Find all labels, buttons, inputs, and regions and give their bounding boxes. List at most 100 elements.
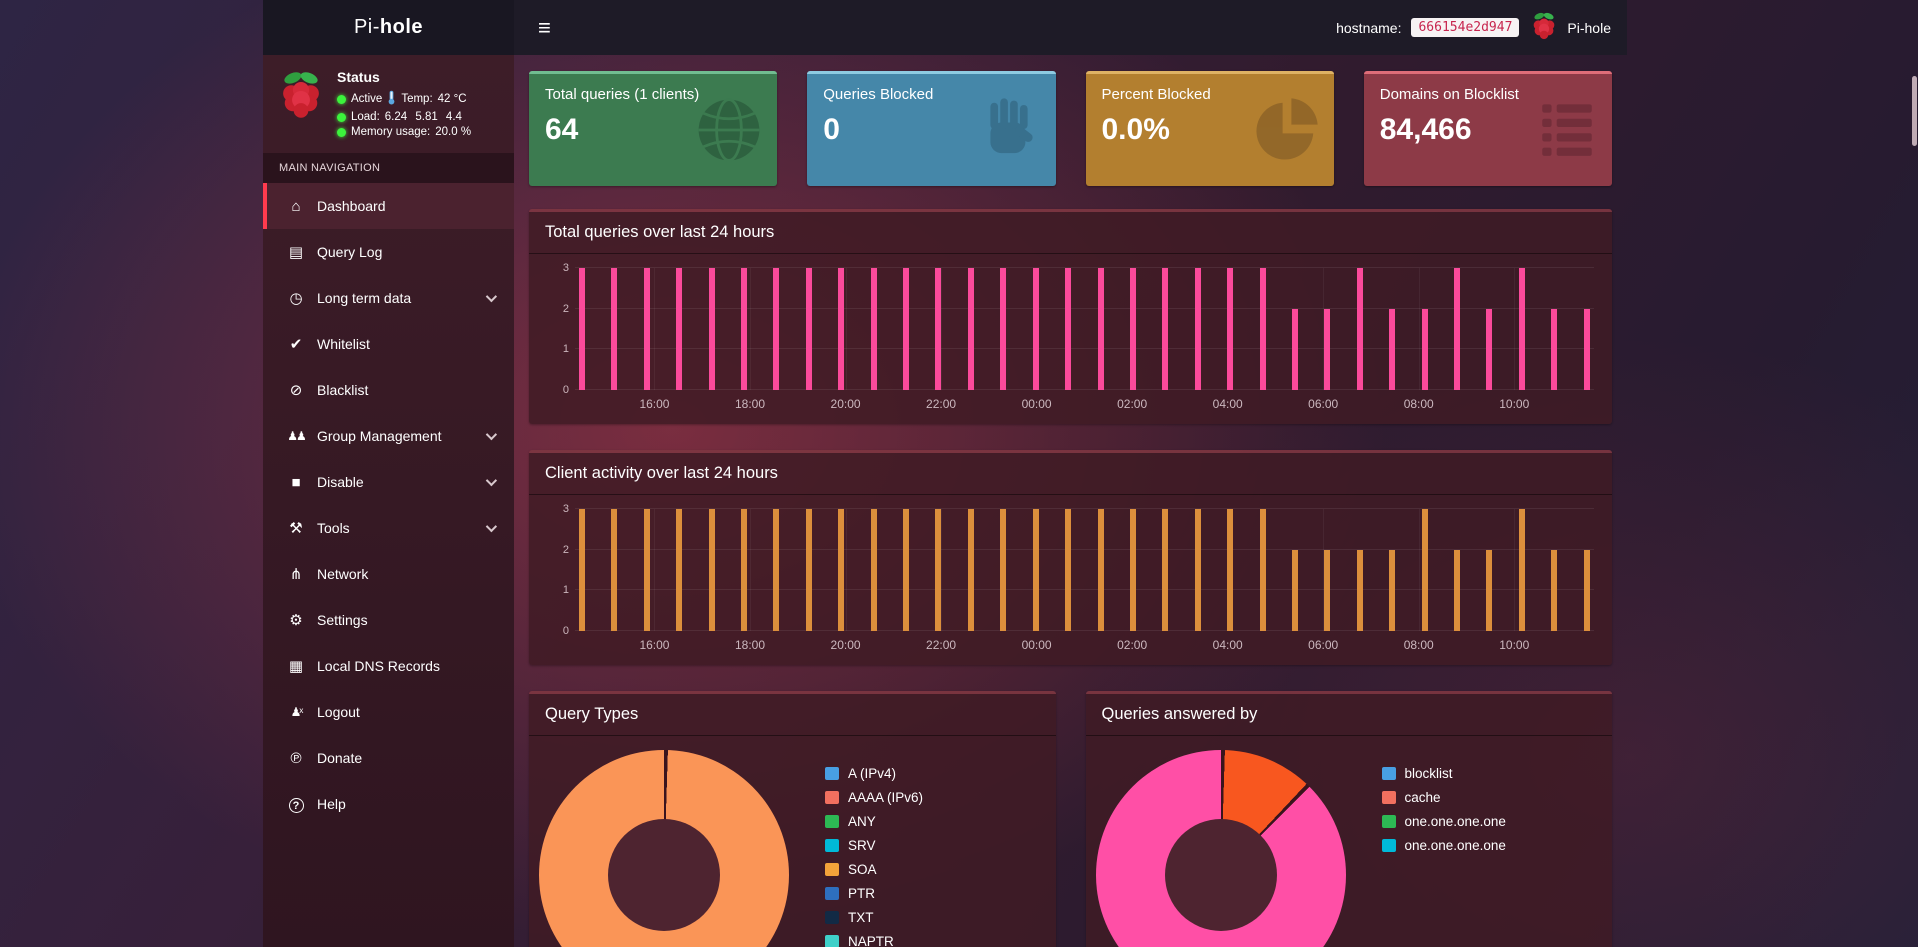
bar[interactable] <box>611 268 618 390</box>
sidebar-item-dashboard[interactable]: ⌂ Dashboard <box>263 183 514 229</box>
bar[interactable] <box>1389 308 1396 390</box>
sidebar-item-help[interactable]: ? Help <box>263 781 514 827</box>
sitemap-icon: ⋔ <box>289 566 303 583</box>
doughnut-chart[interactable] <box>1095 750 1346 947</box>
bar[interactable] <box>773 268 780 390</box>
bar[interactable] <box>1097 509 1104 631</box>
legend-item[interactable]: PTR <box>825 886 923 901</box>
bar[interactable] <box>1000 268 1007 390</box>
bar[interactable] <box>611 509 618 631</box>
bar[interactable] <box>1486 549 1493 631</box>
bar[interactable] <box>708 509 715 631</box>
bar[interactable] <box>1291 308 1298 390</box>
bar[interactable] <box>1324 308 1331 390</box>
bar[interactable] <box>579 268 585 390</box>
bar[interactable] <box>1227 509 1234 631</box>
sidebar-item-long-term-data[interactable]: ◷ Long term data <box>263 275 514 321</box>
legend-item[interactable]: NAPTR <box>825 934 923 947</box>
bar[interactable] <box>1065 268 1072 390</box>
bar[interactable] <box>643 268 650 390</box>
bar[interactable] <box>1518 268 1525 390</box>
legend-item[interactable]: blocklist <box>1381 766 1506 781</box>
bar[interactable] <box>708 268 715 390</box>
stat-card-queries-blocked: Queries Blocked 0 <box>807 71 1056 186</box>
bar[interactable] <box>903 268 910 390</box>
bar[interactable] <box>1291 549 1298 631</box>
bar[interactable] <box>1551 308 1558 390</box>
bar[interactable] <box>1032 509 1039 631</box>
legend-item[interactable]: A (IPv4) <box>825 766 923 781</box>
legend-item[interactable]: one.one.one.one <box>1381 814 1506 829</box>
bar[interactable] <box>1486 308 1493 390</box>
bar[interactable] <box>1421 509 1428 631</box>
bar[interactable] <box>579 509 585 631</box>
bar[interactable] <box>1194 268 1201 390</box>
bar[interactable] <box>676 509 683 631</box>
sidebar-item-settings[interactable]: ⚙ Settings <box>263 597 514 643</box>
bar[interactable] <box>741 509 748 631</box>
bar[interactable] <box>967 509 974 631</box>
bar[interactable] <box>773 509 780 631</box>
sidebar-item-network[interactable]: ⋔ Network <box>263 551 514 597</box>
bar[interactable] <box>1518 509 1525 631</box>
bar[interactable] <box>1551 549 1558 631</box>
bar[interactable] <box>935 268 942 390</box>
bar[interactable] <box>1356 268 1363 390</box>
sidebar-item-blacklist[interactable]: ⊘ Blacklist <box>263 367 514 413</box>
legend-item[interactable]: SOA <box>825 862 923 877</box>
bar[interactable] <box>1583 549 1590 631</box>
sidebar-item-tools[interactable]: ⚒ Tools <box>263 505 514 551</box>
legend-item[interactable]: one.one.one.one <box>1381 838 1506 853</box>
sidebar-item-whitelist[interactable]: ✔ Whitelist <box>263 321 514 367</box>
bar[interactable] <box>1065 509 1072 631</box>
bar[interactable] <box>1356 549 1363 631</box>
bar[interactable] <box>676 268 683 390</box>
legend-item[interactable]: TXT <box>825 910 923 925</box>
raspberry-logo-icon <box>1529 11 1559 44</box>
hostname-label: hostname: <box>1336 19 1402 36</box>
bar[interactable] <box>1324 549 1331 631</box>
bar[interactable] <box>838 268 845 390</box>
bar[interactable] <box>1259 268 1266 390</box>
bar[interactable] <box>1129 268 1136 390</box>
sidebar-item-query-log[interactable]: ▤ Query Log <box>263 229 514 275</box>
legend-item[interactable]: AAAA (IPv6) <box>825 790 923 805</box>
bar[interactable] <box>1032 268 1039 390</box>
bar[interactable] <box>1097 268 1104 390</box>
bar[interactable] <box>1453 549 1460 631</box>
legend-item[interactable]: SRV <box>825 838 923 853</box>
bar[interactable] <box>805 509 812 631</box>
bar[interactable] <box>1194 509 1201 631</box>
bar[interactable] <box>1583 308 1590 390</box>
bar[interactable] <box>741 268 748 390</box>
bar[interactable] <box>903 509 910 631</box>
legend-item[interactable]: cache <box>1381 790 1506 805</box>
doughnut-chart[interactable] <box>539 750 789 947</box>
legend-item[interactable]: ANY <box>825 814 923 829</box>
scrollbar-thumb[interactable] <box>1912 76 1917 146</box>
bar[interactable] <box>870 509 877 631</box>
bar[interactable] <box>870 268 877 390</box>
brand-link[interactable]: Pi-hole <box>1529 11 1611 44</box>
sidebar-item-local-dns-records[interactable]: ▦ Local DNS Records <box>263 643 514 689</box>
bar[interactable] <box>1000 509 1007 631</box>
bar[interactable] <box>967 268 974 390</box>
bar[interactable] <box>1162 268 1169 390</box>
hamburger-menu-icon[interactable]: ≡ <box>538 14 551 40</box>
sidebar-item-group-management[interactable]: ♟♟ Group Management <box>263 413 514 459</box>
sidebar-item-logout[interactable]: ♟ˣ Logout <box>263 689 514 735</box>
sidebar-item-donate[interactable]: ℗ Donate <box>263 735 514 781</box>
bar[interactable] <box>1421 308 1428 390</box>
bar[interactable] <box>1259 509 1266 631</box>
bar[interactable] <box>1453 268 1460 390</box>
bar[interactable] <box>1227 268 1234 390</box>
bar[interactable] <box>1162 509 1169 631</box>
bar[interactable] <box>643 509 650 631</box>
bar[interactable] <box>1389 549 1396 631</box>
sidebar-item-disable[interactable]: ■ Disable <box>263 459 514 505</box>
bar[interactable] <box>805 268 812 390</box>
bar[interactable] <box>1129 509 1136 631</box>
bar[interactable] <box>838 509 845 631</box>
bar[interactable] <box>935 509 942 631</box>
sidebar-logo[interactable]: Pi-hole <box>263 0 514 55</box>
